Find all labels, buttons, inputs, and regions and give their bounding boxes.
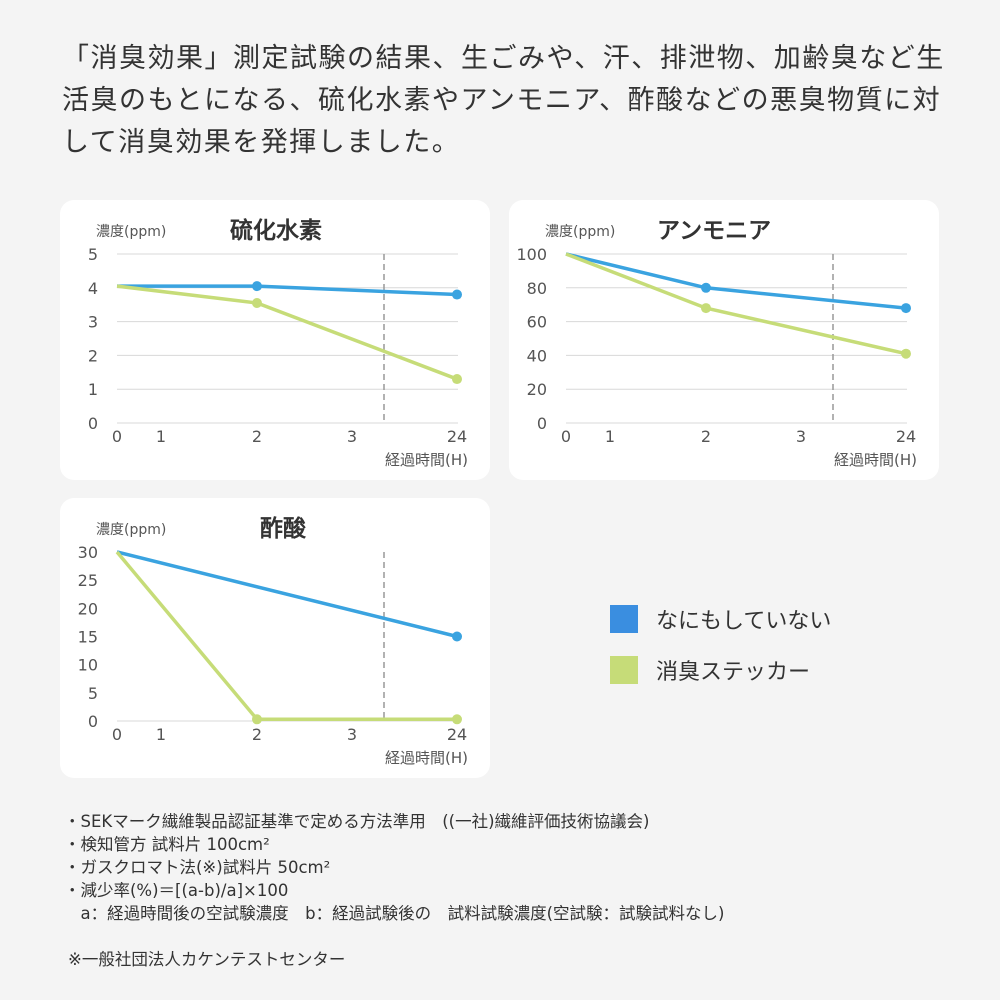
intro-text: 「消臭効果」測定試験の結果、生ごみや、汗、排泄物、加齢臭など生活臭のもとになる、… (62, 43, 945, 158)
x-axis-label: 経過時間(H) (834, 451, 917, 469)
x-tick-label: 24 (447, 427, 467, 446)
y-tick-label: 4 (88, 279, 98, 298)
series-line (115, 550, 457, 722)
x-tick-label: 2 (701, 427, 711, 446)
y-axis-label: 濃度(ppm) (545, 224, 615, 240)
x-tick-label: 0 (112, 427, 122, 446)
chart-title: 硫化水素 (230, 217, 322, 244)
note: ・ガスクロマト法(※)試料片 50cm² (64, 858, 331, 877)
y-tick-label: 0 (88, 712, 98, 731)
y-tick-label: 25 (78, 571, 98, 590)
data-point (701, 282, 711, 293)
x-tick-label: 1 (156, 725, 166, 744)
y-tick-label: 3 (88, 313, 98, 332)
y-tick-label: 10 (78, 656, 98, 675)
chart-svg: 濃度(ppm) 硫化水素 0 1 2 3 4 5 0 1 2 3 24 経過時間(H) (88, 217, 468, 469)
y-tick-label: 1 (88, 380, 98, 399)
x-tick-label: 0 (561, 427, 571, 446)
y-tick-label: 15 (78, 628, 98, 647)
legend-item-none: なにもしていない (610, 603, 831, 635)
data-point (452, 374, 462, 385)
data-point (452, 714, 462, 725)
x-axis-label: 経過時間(H) (385, 451, 468, 469)
data-point (701, 303, 711, 314)
legend-swatch-blue (610, 605, 638, 633)
source: ※一般社団法人カケンテストセンター (68, 950, 346, 969)
x-tick-label: 0 (112, 725, 122, 744)
x-tick-label: 24 (447, 725, 467, 744)
chart-ammonia: 濃度(ppm) アンモニア 0 20 40 60 80 100 0 1 2 3 24 経過時間(H) (509, 200, 939, 480)
data-point (901, 348, 911, 359)
data-point (452, 289, 462, 300)
x-tick-label: 24 (896, 427, 916, 446)
y-tick-label: 20 (527, 380, 547, 399)
data-point (252, 281, 262, 292)
note: ・SEKマーク繊維製品認証基準で定める方法準用 ((一社)繊維評価技術協議会) (64, 812, 650, 831)
x-tick-label: 1 (605, 427, 615, 446)
y-tick-label: 5 (88, 245, 98, 264)
series-line (116, 550, 458, 639)
legend-label: 消臭ステッカー (656, 660, 811, 685)
data-point (252, 298, 262, 309)
chart-title: アンモニア (657, 218, 771, 244)
x-axis-label: 経過時間(H) (385, 749, 468, 767)
chart-title: 酢酸 (260, 516, 307, 542)
note: ・減少率(%)＝[(a-b)/a]×100 (64, 881, 289, 900)
legend-label: なにもしていない (656, 609, 832, 634)
chart-hydrogen-sulfide: 濃度(ppm) 硫化水素 0 1 2 3 4 5 0 1 2 3 24 経過時間(H) (60, 200, 490, 480)
x-tick-label: 3 (347, 725, 357, 744)
data-point (252, 714, 262, 725)
chart-svg: 濃度(ppm) アンモニア 0 20 40 60 80 100 0 1 2 3 24 経過時間(H) (516, 218, 917, 469)
note: a：経過時間後の空試験濃度 b：経過試験後の 試料試験濃度(空試験：試験試料なし… (64, 904, 725, 923)
y-tick-label: 2 (88, 346, 98, 365)
y-tick-label: 80 (527, 279, 547, 298)
x-tick-label: 2 (252, 427, 262, 446)
legend-item-sticker: 消臭ステッカー (610, 654, 810, 686)
series-line (565, 252, 907, 310)
x-tick-label: 2 (252, 725, 262, 744)
y-tick-label: 5 (88, 684, 98, 703)
y-axis-label: 濃度(ppm) (96, 224, 166, 240)
y-tick-label: 60 (527, 313, 547, 332)
x-tick-label: 1 (156, 427, 166, 446)
chart-svg: 濃度(ppm) 酢酸 0 5 10 15 20 25 30 0 1 2 3 24 経過時間(H) (78, 516, 468, 767)
y-tick-label: 20 (78, 599, 98, 618)
y-tick-label: 0 (537, 414, 547, 433)
chart-acetic-acid: 濃度(ppm) 酢酸 0 5 10 15 20 25 30 0 1 2 3 24 経過時間(H) (60, 498, 490, 778)
y-tick-label: 40 (527, 346, 547, 365)
legend-swatch-green (610, 656, 638, 684)
data-point (452, 631, 462, 642)
series-line (116, 284, 458, 381)
y-axis-label: 濃度(ppm) (96, 522, 166, 538)
x-tick-label: 3 (347, 427, 357, 446)
notes: ・SEKマーク繊維製品認証基準で定める方法準用 ((一社)繊維評価技術協議会) ・… (64, 810, 724, 925)
y-tick-label: 30 (78, 543, 98, 562)
note: ・検知管方 試料片 100cm² (64, 835, 270, 854)
y-tick-label: 0 (88, 414, 98, 433)
data-point (901, 303, 911, 314)
y-tick-label: 100 (516, 245, 547, 264)
x-tick-label: 3 (796, 427, 806, 446)
